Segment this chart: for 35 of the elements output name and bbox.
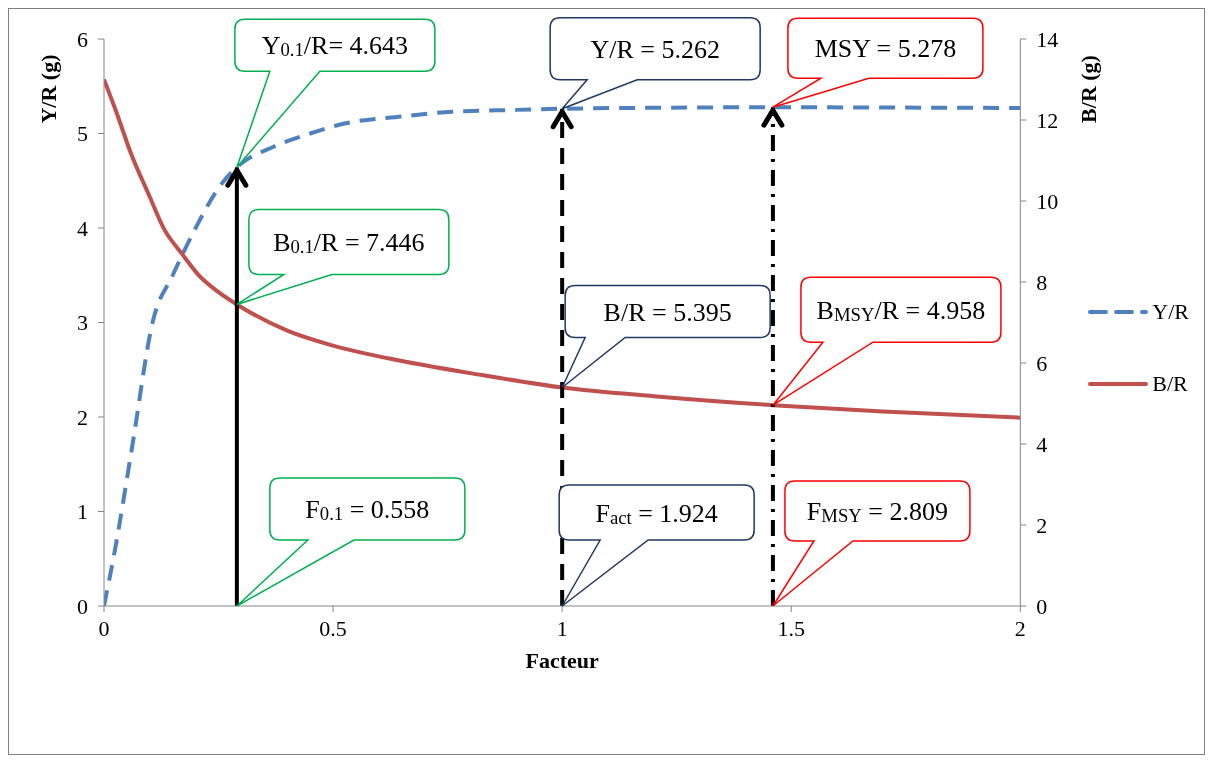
y2-tick-label: 10 [1036, 188, 1059, 214]
x-tick-label: 0 [98, 615, 110, 641]
y2-tick-label: 12 [1036, 107, 1059, 133]
annotation: Y$_{0.1}$/R= 4.643 [261, 31, 409, 61]
annotation: MSY = 5.278 [814, 34, 957, 64]
y-tick-label: 5 [77, 121, 88, 147]
annotation: B$_{0.1}$/R = 7.446 [273, 227, 425, 257]
x-tick-label: 1 [556, 615, 568, 641]
y2-tick-label: 2 [1036, 512, 1048, 538]
y2-tick-label: 4 [1036, 431, 1048, 457]
x-tick-label: 0.5 [319, 615, 347, 641]
annotation: F$_{0.1}$ = 0.558 [305, 495, 430, 524]
annotation: B$_{MSY}$/R = 4.958 [816, 295, 986, 325]
annotation: F$_{act}$ = 1.924 [595, 498, 718, 528]
y2-tick-label: 8 [1036, 269, 1048, 295]
x-tick-label: 2 [1014, 615, 1026, 641]
line-series [104, 77, 1021, 420]
annotation: Y/R = 5.262 [590, 34, 720, 64]
y-axis-title: Y/R (g) [36, 54, 61, 124]
annotation: B/R = 5.395 [603, 297, 732, 327]
y-tick-label: 1 [77, 499, 88, 525]
y2-tick-label: 6 [1036, 350, 1048, 376]
annotation: F$_{MSY}$ = 2.809 [806, 497, 948, 526]
y-tick-label: 4 [77, 215, 88, 241]
y-tick-label: 3 [77, 310, 88, 336]
legend-label: Y/R [1152, 298, 1189, 325]
legend-label: B/R [1152, 370, 1188, 397]
y2-tick-label: 0 [1036, 593, 1048, 619]
y2-tick-label: 14 [1036, 26, 1059, 52]
y2-axis-title: B/R (g) [1076, 55, 1102, 123]
y-tick-label: 2 [77, 404, 88, 430]
x-tick-label: 1.5 [777, 615, 805, 641]
y-tick-label: 6 [77, 26, 88, 52]
x-axis-title: Facteur [525, 648, 600, 673]
y-tick-label: 0 [77, 593, 88, 619]
